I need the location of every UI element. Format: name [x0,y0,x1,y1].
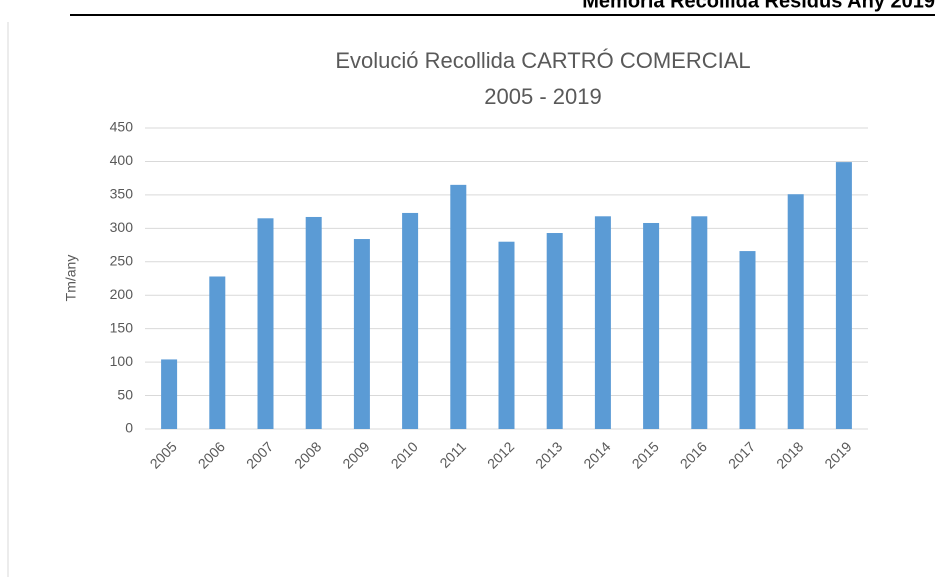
chart-title: Evolució Recollida CARTRÓ COMERCIAL [335,48,750,73]
bar [498,241,515,429]
x-tick-label: 2010 [387,438,420,471]
y-tick-label: 350 [110,186,134,202]
bar [353,239,370,429]
y-tick-label: 200 [110,286,134,302]
x-tick-label: 2017 [725,438,758,471]
chart-subtitle: 2005 - 2019 [484,84,601,109]
bar [787,194,804,429]
y-tick-label: 50 [117,386,133,402]
bar [305,216,322,429]
y-tick-label: 400 [110,152,134,168]
x-tick-label: 2005 [146,438,179,471]
bar [257,218,274,429]
x-tick-label: 2006 [195,438,228,471]
bar [739,251,756,429]
x-tick-label: 2012 [484,438,517,471]
header-title: Memòria Recollida Residus Any 2019 [582,0,935,12]
y-tick-label: 150 [110,319,134,335]
bar [643,222,660,429]
bar [402,212,419,429]
y-axis-label: Tm/any [63,255,79,302]
bar [209,276,226,429]
y-tick-label: 450 [110,119,134,135]
bar [546,233,563,429]
x-tick-label: 2011 [436,438,469,471]
x-tick-label: 2008 [291,438,324,471]
y-tick-label: 0 [125,420,133,436]
y-tick-label: 300 [110,219,134,235]
bar [691,216,708,429]
bar [835,162,852,429]
bar [450,184,467,429]
x-tick-label: 2014 [580,438,613,471]
x-tick-label: 2016 [677,438,710,471]
y-tick-label: 250 [110,252,134,268]
x-tick-label: 2018 [773,438,806,471]
y-tick-label: 100 [110,353,134,369]
x-tick-label: 2009 [339,438,372,471]
bar [161,359,178,429]
x-tick-label: 2013 [532,438,565,471]
x-tick-label: 2015 [628,438,661,471]
x-tick-label: 2019 [821,438,854,471]
x-tick-label: 2007 [243,438,276,471]
bar [594,216,611,429]
